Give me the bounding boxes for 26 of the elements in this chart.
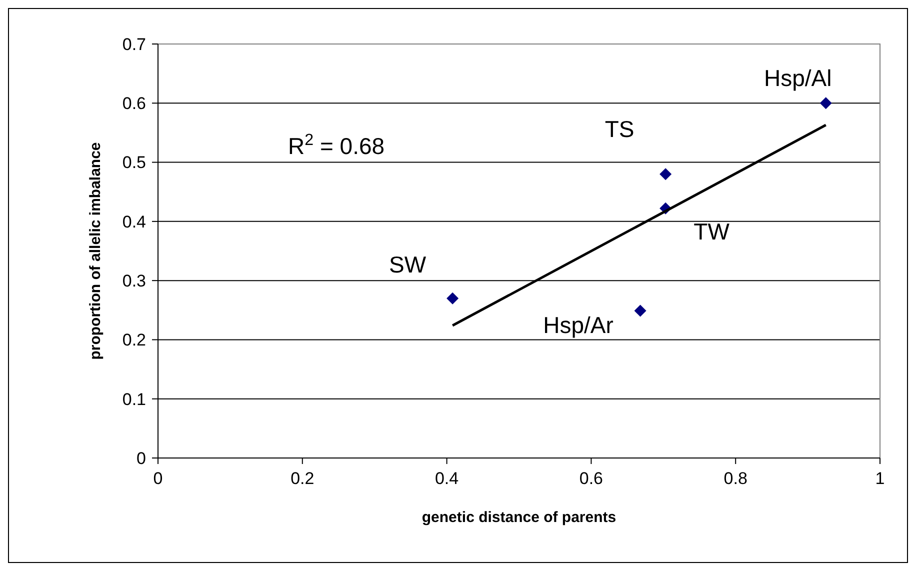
x-axis-title: genetic distance of parents: [422, 509, 616, 526]
x-tick-label: 0.4: [434, 469, 459, 488]
annotation: R$^{2}$ = 0.68: [288, 131, 385, 159]
y-axis-title: proportion of allelic imbalance: [87, 142, 104, 360]
y-tick-label: 0.2: [122, 330, 146, 350]
y-tick-label: 0.7: [122, 34, 146, 54]
y-tick-label: 0.5: [122, 153, 146, 172]
x-tick-label: 0.6: [579, 469, 604, 488]
annotation: TW: [694, 218, 730, 244]
point: [634, 304, 646, 317]
y-tick-label: 0.3: [122, 272, 146, 291]
y-tick-label: 0.6: [122, 94, 146, 114]
point: [660, 168, 672, 180]
annotation: Hsp/Al: [764, 65, 832, 92]
x-tick-label: 0.2: [290, 469, 314, 488]
annotation: SW: [389, 251, 426, 278]
x-tick-label: 0: [153, 469, 163, 488]
y-tick-label: 0.1: [122, 390, 146, 409]
point: [446, 292, 459, 304]
y-tick-label: 0: [136, 448, 146, 468]
annotation: TS: [604, 116, 634, 142]
point: [820, 97, 832, 110]
x-tick-label: 0.8: [724, 469, 748, 488]
annotation: Hsp/Ar: [543, 312, 614, 338]
y-tick-label: 0.4: [122, 212, 146, 232]
x-tick-label: 1: [875, 469, 885, 488]
